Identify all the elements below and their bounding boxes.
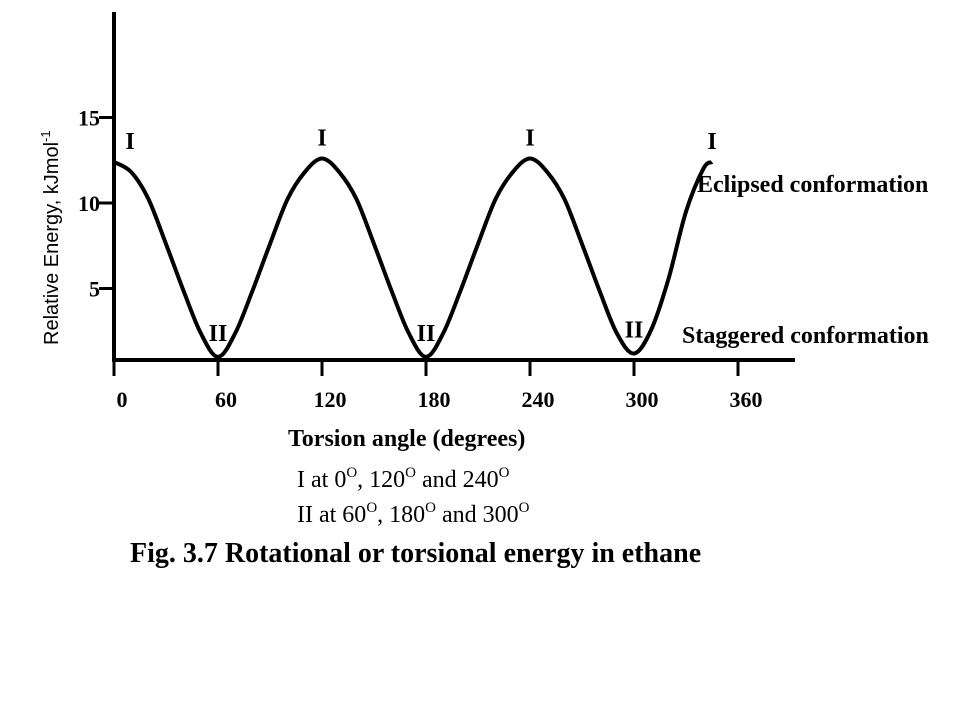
energy-curve bbox=[112, 156, 714, 359]
eclipsed-point-label: I bbox=[317, 126, 326, 152]
figure-caption: Fig. 3.7 Rotational or torsional energy … bbox=[130, 538, 701, 569]
y-ticks: 5 10 15 bbox=[78, 106, 114, 302]
y-axis-label-superscript: -1 bbox=[38, 130, 53, 142]
x-tick-label: 360 bbox=[730, 387, 763, 412]
x-axis-label: Torsion angle (degrees) bbox=[288, 426, 525, 452]
y-tick-label: 10 bbox=[78, 191, 100, 216]
y-tick-label: 5 bbox=[89, 277, 100, 302]
x-ticks: 0 60 120 180 240 300 360 bbox=[112, 360, 763, 412]
eclipsed-point-label: I bbox=[707, 129, 716, 155]
eclipsed-point-label: I bbox=[525, 126, 534, 152]
x-tick-label: 120 bbox=[314, 387, 347, 412]
y-tick-label: 15 bbox=[78, 106, 100, 131]
note-line-staggered: II at 60O, 180O and 300O bbox=[297, 500, 530, 528]
eclipsed-label: Eclipsed conformation bbox=[697, 172, 928, 198]
x-tick-label: 0 bbox=[117, 387, 128, 412]
y-axis-label: Relative Energy, kJmol-1 bbox=[38, 130, 63, 345]
staggered-point-label: II bbox=[417, 321, 436, 347]
x-tick-label: 180 bbox=[418, 387, 451, 412]
x-tick-label: 240 bbox=[522, 387, 555, 412]
x-tick-label: 60 bbox=[215, 387, 237, 412]
staggered-label: Staggered conformation bbox=[682, 323, 929, 349]
eclipsed-point-label: I bbox=[125, 129, 134, 155]
point-labels: I I I III II II bbox=[125, 126, 716, 347]
note-line-eclipsed: I at 0O, 120O and 240O bbox=[297, 465, 510, 493]
x-tick-label: 300 bbox=[626, 387, 659, 412]
staggered-point-label: II bbox=[209, 321, 228, 347]
staggered-point-label: II bbox=[625, 317, 644, 343]
